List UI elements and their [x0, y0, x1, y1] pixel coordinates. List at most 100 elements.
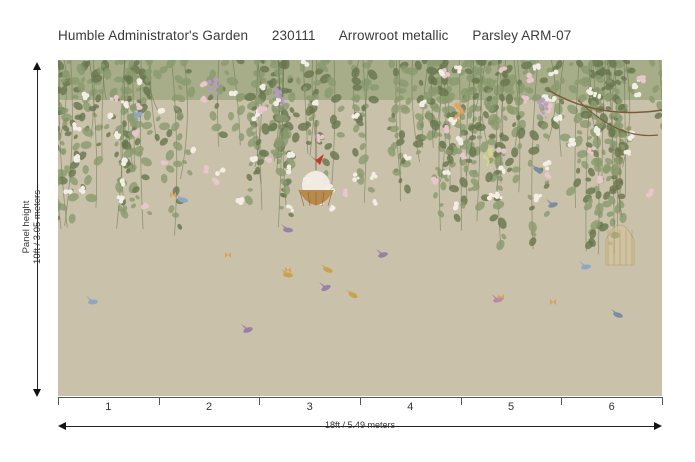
leaf [594, 210, 598, 216]
bird-wing [321, 264, 329, 270]
leaf [224, 70, 230, 76]
leaf [359, 142, 366, 151]
leaf [351, 77, 362, 85]
wisteria-cluster [453, 116, 456, 120]
leaf [501, 71, 508, 79]
arrow-right-icon [654, 422, 662, 430]
leaf [619, 212, 627, 223]
leaf [488, 133, 496, 139]
leaf [466, 87, 478, 95]
leaf [593, 164, 602, 173]
leaf [512, 174, 520, 184]
leaf [579, 78, 591, 87]
vine-strand [558, 60, 565, 157]
blossom [588, 87, 593, 91]
leaf [347, 60, 353, 65]
leaf [482, 79, 491, 87]
leaf [620, 76, 627, 81]
leaf [280, 178, 287, 185]
leaf [587, 135, 592, 140]
leaf [466, 111, 473, 119]
leaf [595, 190, 602, 200]
leaf [134, 138, 141, 146]
leaf [141, 174, 150, 181]
leaf [260, 60, 265, 64]
leaf [477, 84, 484, 92]
leaf [171, 212, 180, 218]
leaf [184, 149, 192, 155]
collection-name: Humble Administrator's Garden [58, 28, 249, 43]
leaf [398, 130, 406, 140]
leaf [400, 106, 411, 114]
leaf [62, 70, 71, 80]
leaf [228, 111, 234, 121]
leaf [173, 105, 179, 111]
leaf [497, 185, 503, 191]
leaf [255, 138, 262, 146]
leaf [68, 169, 77, 178]
leaf [60, 78, 67, 83]
leaf [73, 134, 78, 140]
leaf [128, 69, 137, 77]
leaf [622, 60, 631, 65]
leaf [258, 76, 264, 81]
leaf [471, 184, 480, 192]
blossom [139, 81, 143, 85]
blossom [161, 161, 166, 166]
leaf [492, 200, 505, 210]
leaf [62, 125, 70, 132]
leaf [494, 155, 503, 166]
leaf [327, 76, 337, 87]
leaf [495, 71, 500, 77]
leaf [498, 85, 506, 92]
leaf [144, 75, 152, 84]
branch [577, 99, 659, 137]
leaf [528, 146, 540, 155]
blossom [523, 100, 527, 104]
leaf [288, 212, 294, 218]
leaf [289, 107, 295, 114]
bird-wing [531, 164, 539, 170]
blossom [80, 189, 86, 195]
blossom [593, 91, 598, 96]
leaf [484, 64, 492, 75]
blossom [354, 112, 360, 118]
blossom [420, 103, 425, 108]
blossom [262, 106, 268, 112]
blossom [372, 199, 377, 203]
leaf [427, 60, 438, 67]
leaf [606, 79, 613, 84]
wisteria-cluster [486, 159, 490, 163]
leaf [130, 203, 137, 209]
leaf [368, 95, 379, 104]
leaf [606, 175, 612, 182]
wisteria-cluster [486, 164, 489, 167]
leaf [125, 168, 131, 174]
leaf [475, 201, 485, 211]
blossom [304, 62, 310, 67]
blossom [641, 75, 646, 80]
leaf [143, 86, 151, 96]
leaf [247, 138, 256, 148]
leaf [356, 173, 365, 185]
blossom [501, 148, 507, 154]
leaf [292, 132, 300, 143]
wisteria-cluster [458, 121, 461, 124]
variant-name: Parsley ARM-07 [472, 28, 572, 43]
leaf [72, 94, 79, 100]
leaf [468, 169, 479, 178]
blossom [287, 151, 292, 157]
leaf [580, 110, 592, 119]
blossom [587, 149, 592, 154]
vine-strand [592, 60, 600, 255]
leaf [430, 86, 439, 97]
colorway-name: Arrowroot metallic [338, 28, 449, 43]
leaf [606, 211, 615, 217]
leaf [463, 165, 469, 173]
leaf [436, 95, 449, 104]
blossom [72, 122, 77, 127]
blossom [544, 172, 550, 178]
leaf [453, 147, 463, 155]
blossom [233, 91, 237, 95]
leaf [78, 112, 86, 122]
